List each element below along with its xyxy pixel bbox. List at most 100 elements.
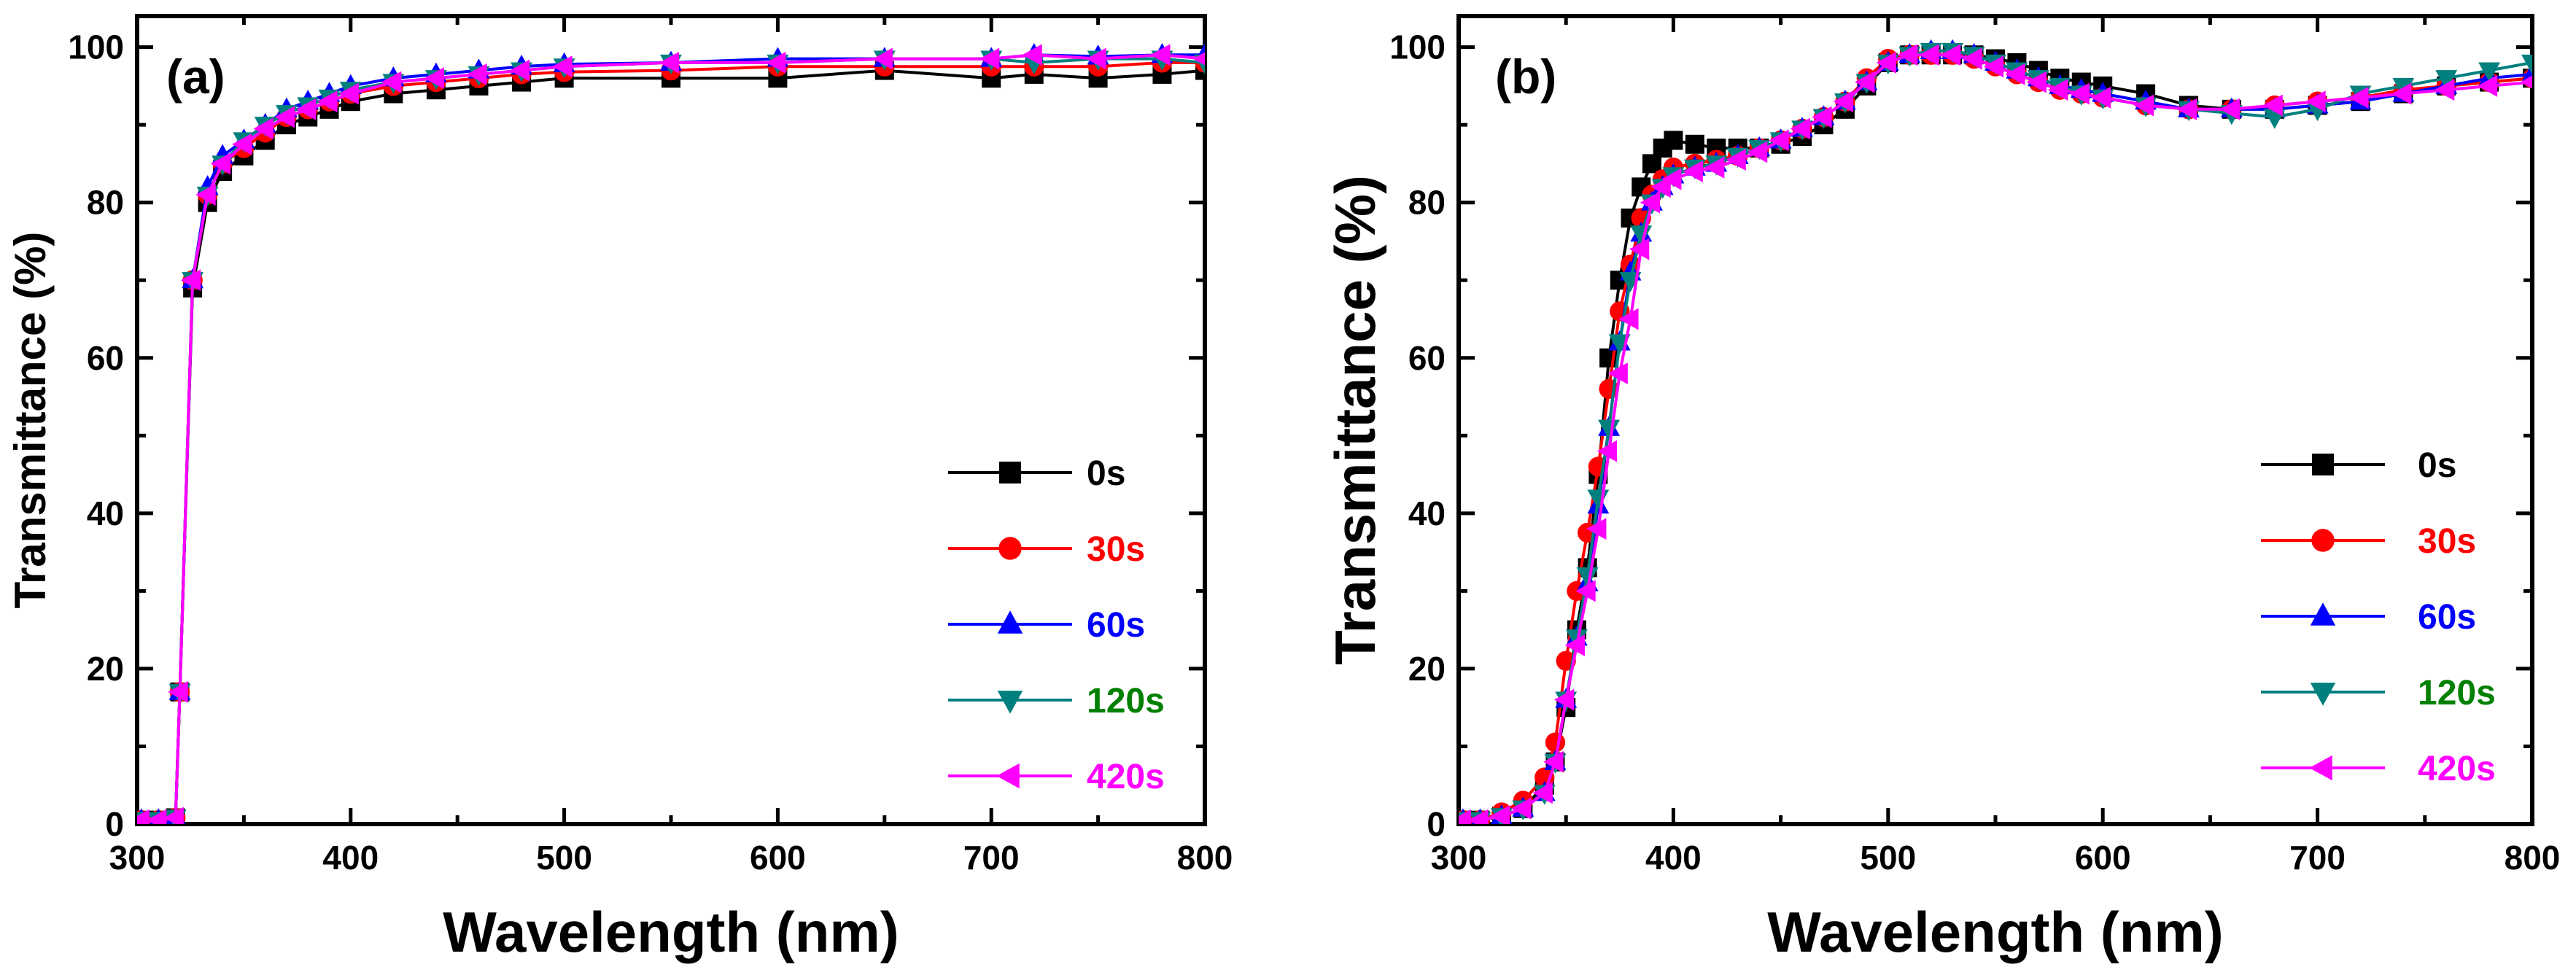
- data-point-420s: [2005, 63, 2025, 85]
- data-point-420s: [1897, 44, 1918, 66]
- x-tick-label: 500: [536, 839, 592, 877]
- data-point-420s: [766, 51, 786, 74]
- data-point-0s: [1664, 131, 1683, 150]
- legend-label: 420s: [1087, 758, 1165, 796]
- panel-label: (a): [166, 50, 225, 104]
- y-tick-label: 60: [87, 339, 124, 377]
- data-point-420s: [381, 71, 402, 93]
- x-tick-label: 300: [1431, 839, 1487, 877]
- data-point-420s: [338, 82, 359, 105]
- data-point-0s: [1685, 134, 1704, 154]
- y-tick-label: 40: [1408, 494, 1446, 532]
- x-tick-label: 500: [1860, 839, 1916, 877]
- legend-marker-30s: [998, 537, 1022, 560]
- data-point-420s: [1597, 440, 1618, 462]
- series-420s: [1459, 44, 2532, 824]
- data-point-420s: [1704, 156, 1725, 179]
- data-point-30s: [1545, 732, 1566, 753]
- data-point-420s: [1150, 44, 1171, 66]
- data-point-420s: [1747, 141, 1768, 163]
- data-point-420s: [1876, 51, 1896, 74]
- data-point-420s: [1769, 129, 1789, 152]
- y-tick-label: 40: [87, 494, 124, 532]
- legend-label: 30s: [2418, 522, 2476, 561]
- legend-entry-0s: 0s: [948, 454, 1125, 493]
- legend-marker-420s: [996, 763, 1020, 789]
- x-tick-label: 400: [1645, 839, 1702, 877]
- legend-label: 0s: [2418, 446, 2456, 485]
- data-point-420s: [1086, 47, 1106, 70]
- legend-marker-0s: [999, 462, 1021, 483]
- data-point-420s: [1489, 805, 1510, 824]
- data-point-120s: [1576, 567, 1599, 588]
- data-point-420s: [552, 55, 573, 78]
- x-tick-label: 800: [1177, 839, 1233, 877]
- legend-marker-60s: [2310, 602, 2336, 626]
- legend-entry-60s: 60s: [948, 606, 1145, 645]
- legend-entry-30s: 30s: [2261, 522, 2476, 561]
- legend-marker-60s: [997, 610, 1023, 634]
- data-point-420s: [467, 63, 487, 85]
- panel-label: (b): [1495, 50, 1556, 104]
- legend-label: 0s: [1087, 454, 1125, 493]
- data-point-420s: [210, 152, 231, 175]
- data-point-420s: [1192, 52, 1205, 66]
- data-point-420s: [1812, 106, 1832, 128]
- data-point-420s: [424, 67, 444, 90]
- data-point-420s: [1855, 71, 1875, 93]
- data-point-420s: [1468, 809, 1489, 824]
- data-point-420s: [1459, 809, 1471, 824]
- data-point-420s: [1553, 688, 1575, 711]
- x-tick-label: 700: [2289, 839, 2346, 877]
- data-point-420s: [2176, 98, 2197, 120]
- data-point-420s: [2348, 86, 2369, 109]
- data-point-420s: [274, 106, 295, 128]
- legend-entry-420s: 420s: [948, 758, 1165, 796]
- data-point-420s: [295, 98, 317, 120]
- series-420s: [137, 44, 1205, 824]
- data-point-420s: [147, 809, 167, 824]
- data-point-120s: [2478, 62, 2501, 82]
- data-point-420s: [2477, 74, 2498, 97]
- data-point-420s: [2069, 82, 2090, 105]
- x-tick-label: 600: [750, 839, 806, 877]
- x-axis-label: Wavelength (nm): [443, 900, 899, 964]
- data-point-420s: [872, 47, 893, 70]
- data-point-420s: [1532, 782, 1553, 804]
- legend-marker-120s: [997, 691, 1023, 714]
- y-axis-label: Transmittance (%): [6, 232, 55, 609]
- data-point-420s: [2090, 86, 2111, 109]
- x-tick-label: 600: [2075, 839, 2131, 877]
- legend-label: 30s: [1087, 530, 1145, 569]
- data-point-420s: [1564, 634, 1585, 656]
- data-point-420s: [1640, 191, 1661, 214]
- data-point-420s: [195, 184, 216, 206]
- y-tick-label: 0: [105, 805, 124, 843]
- data-point-420s: [1575, 580, 1596, 602]
- data-point-420s: [1661, 168, 1682, 190]
- legend-marker-120s: [2310, 683, 2336, 706]
- data-point-420s: [1607, 362, 1628, 385]
- data-point-420s: [1683, 160, 1703, 183]
- legend-entry-0s: 0s: [2261, 446, 2456, 485]
- data-point-420s: [979, 47, 1000, 70]
- y-tick-label: 80: [87, 184, 124, 222]
- data-point-420s: [2133, 94, 2154, 117]
- y-tick-label: 100: [68, 28, 124, 66]
- legend-label: 60s: [2418, 598, 2476, 637]
- x-tick-label: 800: [2505, 839, 2561, 877]
- data-point-120s: [1598, 419, 1621, 440]
- legend-entry-120s: 120s: [948, 682, 1165, 720]
- data-point-420s: [1650, 176, 1671, 198]
- data-point-420s: [2262, 94, 2283, 117]
- panel-b: 300 400 500 600 700 800 0 20 40 60 80 100 Wavelength…: [1323, 14, 2561, 964]
- y-axis-label: Transmittance (%): [1323, 175, 1387, 665]
- y-tick-label: 60: [1408, 339, 1446, 377]
- data-point-420s: [168, 680, 188, 703]
- legend-entry-30s: 30s: [948, 530, 1145, 569]
- panel-a: 300 400 500 600 700 800 0 20 40 60 80 100 Wavelength…: [6, 14, 1233, 964]
- data-point-420s: [1629, 238, 1650, 260]
- data-point-420s: [1790, 117, 1811, 140]
